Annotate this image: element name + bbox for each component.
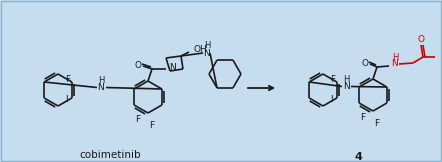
Text: N: N [169, 64, 176, 73]
Text: H: H [98, 76, 104, 85]
Text: F: F [65, 75, 70, 85]
Text: OH: OH [193, 46, 207, 54]
Text: F: F [149, 121, 155, 129]
Text: N: N [392, 59, 398, 69]
Text: N: N [204, 48, 210, 58]
Text: I: I [331, 96, 333, 104]
Text: F: F [135, 116, 141, 125]
Text: I: I [65, 96, 68, 104]
Text: N: N [343, 82, 349, 91]
Text: H: H [343, 75, 349, 84]
Text: O: O [418, 35, 424, 45]
Text: F: F [360, 114, 366, 122]
Text: N: N [98, 83, 104, 92]
Text: O: O [362, 58, 369, 68]
Text: O: O [134, 60, 141, 69]
Text: cobimetinib: cobimetinib [79, 150, 141, 160]
Text: F: F [330, 75, 335, 85]
Text: H: H [204, 41, 210, 51]
Text: H: H [392, 52, 398, 62]
Text: 4: 4 [354, 152, 362, 162]
Text: F: F [374, 118, 380, 127]
